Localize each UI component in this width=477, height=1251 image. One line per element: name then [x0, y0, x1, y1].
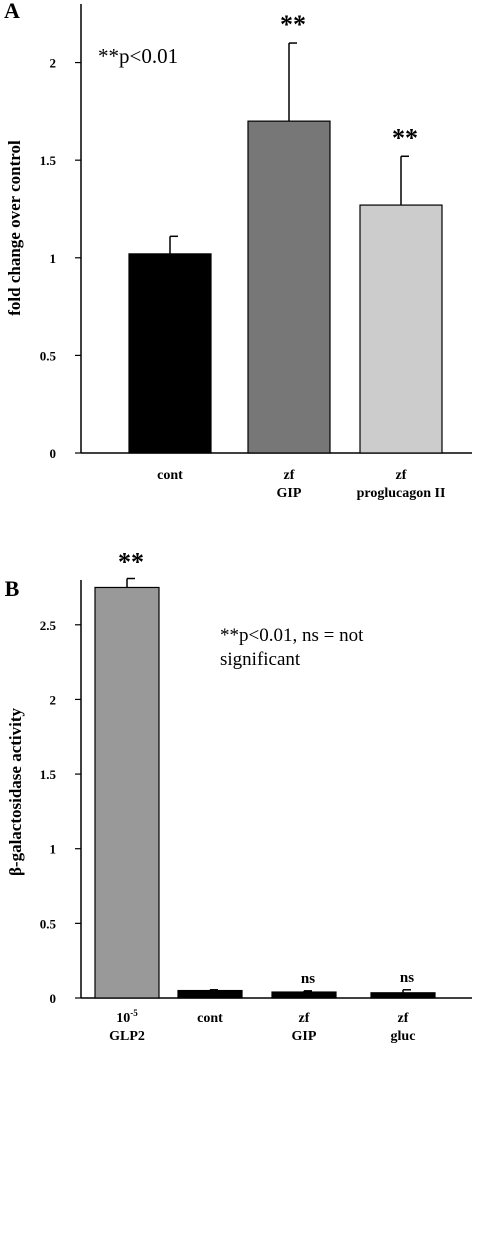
bar: [177, 989, 243, 999]
y-tick-label: 0: [50, 446, 57, 461]
category-label: 10-5: [116, 1008, 138, 1026]
y-tick-label: 2: [50, 56, 57, 71]
bar: [359, 204, 443, 454]
bar: [370, 992, 436, 999]
significance-marker: **: [280, 10, 306, 39]
y-tick-label: 2.5: [40, 618, 57, 633]
panel-label: B: [5, 576, 20, 601]
category-label: zf: [299, 1011, 310, 1026]
category-label: GLP2: [109, 1029, 145, 1044]
y-tick-label: 1: [50, 251, 57, 266]
category-label: zf: [284, 468, 295, 483]
significance-note: **p<0.01: [98, 44, 178, 68]
panel-label: A: [4, 0, 20, 23]
category-label: GIP: [292, 1029, 317, 1044]
y-tick-label: 0: [50, 991, 57, 1006]
significance-marker: **: [118, 548, 144, 577]
y-axis-label: fold change over control: [5, 140, 24, 316]
significance-marker: **: [392, 123, 418, 152]
category-label: zf: [398, 1011, 409, 1026]
category-label-base: 10: [116, 1011, 130, 1026]
y-tick-label: 0.5: [40, 916, 57, 931]
bar: [247, 120, 331, 454]
bar: [94, 586, 160, 999]
category-label: zf: [396, 468, 407, 483]
y-tick-label: 1.5: [40, 153, 57, 168]
bar: [271, 991, 337, 999]
category-label: gluc: [391, 1029, 416, 1044]
category-label-superscript: -5: [130, 1008, 138, 1018]
panel-b: Bβ-galactosidase activity 0 0.5 1 1.5 2 2.5 ** 1…: [5, 548, 472, 1044]
category-label: proglucagon II: [357, 486, 446, 501]
y-tick-label: 0.5: [40, 348, 57, 363]
y-tick-label: 1: [50, 842, 57, 857]
y-tick-label: 2: [50, 692, 57, 707]
significance-marker: ns: [400, 970, 414, 986]
category-label: cont: [197, 1011, 223, 1026]
category-label: cont: [157, 468, 183, 483]
significance-marker: ns: [301, 971, 315, 987]
category-label: GIP: [277, 486, 302, 501]
bar: [128, 253, 212, 454]
significance-note: significant: [220, 649, 301, 670]
significance-note: **p<0.01, ns = not: [220, 625, 364, 646]
y-tick-label: 1.5: [40, 767, 57, 782]
y-axis-label: β-galactosidase activity: [6, 707, 25, 876]
